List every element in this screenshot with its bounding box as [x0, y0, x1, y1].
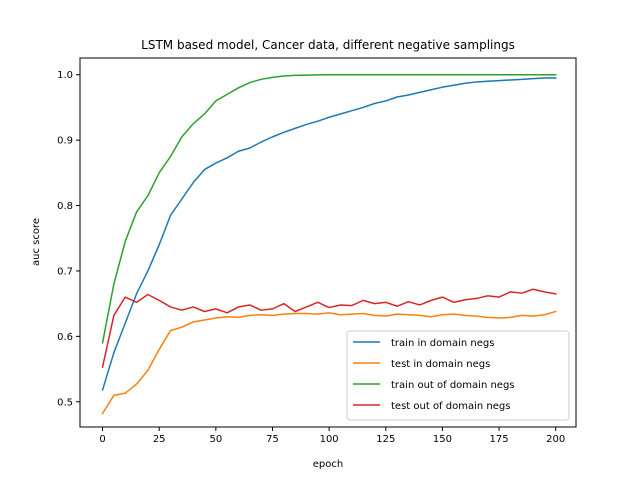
y-axis-label: auc score [31, 218, 42, 266]
plot-area [79, 57, 577, 428]
x-tick-label: 0 [99, 434, 105, 445]
x-tick-label: 25 [153, 434, 166, 445]
series-line-1 [101, 77, 557, 391]
x-tick-label: 75 [266, 434, 279, 445]
x-tick-label: 200 [546, 434, 565, 445]
legend-label: test out of domain negs [391, 401, 510, 412]
y-tick-label: 0.7 [57, 266, 73, 277]
x-axis: 0 25 50 75 100 125 150 175 200 [99, 427, 565, 445]
legend: train in domain negs test in domain negs t… [346, 330, 570, 421]
legend-frame [346, 330, 570, 421]
y-axis: 0.5 0.6 0.7 0.8 0.9 1.0 [57, 70, 80, 408]
x-tick-label: 175 [490, 434, 509, 445]
x-axis-label: epoch [313, 459, 343, 470]
y-tick-label: 0.9 [57, 136, 73, 147]
y-tick-label: 0.8 [57, 201, 73, 212]
legend-label: train out of domain negs [391, 380, 515, 391]
x-tick-label: 50 [209, 434, 222, 445]
y-tick-label: 0.5 [57, 397, 73, 408]
series-line-2 [101, 310, 557, 415]
legend-label: train in domain negs [391, 338, 494, 349]
series-line-3 [101, 73, 557, 344]
plot-frame [79, 57, 577, 428]
y-tick-label: 0.6 [57, 332, 73, 343]
x-tick-label: 100 [320, 434, 339, 445]
y-tick-label: 1.0 [57, 70, 73, 81]
legend-label: test in domain negs [391, 359, 490, 370]
x-tick-label: 125 [376, 434, 395, 445]
x-tick-label: 150 [433, 434, 452, 445]
chart-title: LSTM based model, Cancer data, different… [141, 38, 515, 52]
series-line-4 [101, 288, 557, 368]
series-layer [101, 73, 557, 415]
